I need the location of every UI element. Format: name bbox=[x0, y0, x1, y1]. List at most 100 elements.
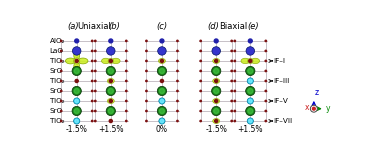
Circle shape bbox=[215, 79, 218, 82]
Circle shape bbox=[91, 40, 94, 42]
Circle shape bbox=[72, 106, 81, 116]
Circle shape bbox=[109, 100, 112, 102]
Circle shape bbox=[230, 100, 233, 102]
Ellipse shape bbox=[107, 78, 114, 84]
Circle shape bbox=[91, 100, 94, 102]
Text: LaO: LaO bbox=[50, 48, 64, 54]
Circle shape bbox=[160, 99, 164, 103]
Circle shape bbox=[246, 47, 254, 55]
Circle shape bbox=[60, 80, 63, 82]
Circle shape bbox=[233, 90, 236, 92]
Circle shape bbox=[75, 59, 79, 63]
Circle shape bbox=[107, 47, 115, 55]
Circle shape bbox=[145, 120, 148, 122]
Circle shape bbox=[157, 86, 167, 96]
Circle shape bbox=[249, 119, 252, 123]
Circle shape bbox=[125, 60, 128, 62]
Circle shape bbox=[230, 70, 233, 72]
Circle shape bbox=[109, 120, 112, 123]
Circle shape bbox=[161, 60, 163, 62]
Circle shape bbox=[264, 110, 267, 112]
Circle shape bbox=[264, 50, 267, 52]
Circle shape bbox=[233, 50, 236, 52]
Ellipse shape bbox=[213, 98, 220, 104]
Circle shape bbox=[248, 39, 252, 43]
Text: +1.5%: +1.5% bbox=[237, 125, 263, 134]
Circle shape bbox=[145, 90, 148, 92]
Circle shape bbox=[233, 40, 236, 42]
Circle shape bbox=[74, 118, 80, 124]
Ellipse shape bbox=[107, 98, 114, 104]
Circle shape bbox=[60, 100, 63, 102]
Circle shape bbox=[313, 107, 315, 110]
Circle shape bbox=[248, 89, 253, 93]
Circle shape bbox=[159, 98, 165, 104]
Circle shape bbox=[215, 59, 218, 62]
Circle shape bbox=[214, 39, 218, 43]
Circle shape bbox=[199, 70, 202, 72]
Circle shape bbox=[145, 80, 148, 82]
Text: TiO₂: TiO₂ bbox=[50, 98, 64, 104]
Circle shape bbox=[199, 120, 202, 122]
Circle shape bbox=[212, 106, 221, 116]
Circle shape bbox=[246, 86, 255, 96]
Circle shape bbox=[145, 100, 148, 102]
Circle shape bbox=[75, 59, 78, 62]
Ellipse shape bbox=[74, 51, 80, 60]
Circle shape bbox=[176, 40, 179, 42]
Circle shape bbox=[74, 68, 79, 73]
Circle shape bbox=[160, 89, 164, 93]
Circle shape bbox=[264, 90, 267, 92]
Circle shape bbox=[60, 110, 63, 112]
Circle shape bbox=[125, 120, 128, 122]
Circle shape bbox=[176, 50, 179, 52]
Circle shape bbox=[230, 50, 233, 52]
Circle shape bbox=[60, 90, 63, 92]
Ellipse shape bbox=[241, 58, 249, 64]
Circle shape bbox=[60, 120, 63, 122]
Circle shape bbox=[215, 80, 218, 82]
Circle shape bbox=[248, 68, 253, 73]
Circle shape bbox=[94, 80, 97, 82]
Circle shape bbox=[233, 100, 236, 102]
Ellipse shape bbox=[213, 78, 220, 84]
Circle shape bbox=[249, 59, 252, 62]
Circle shape bbox=[199, 90, 202, 92]
Circle shape bbox=[94, 60, 97, 62]
Circle shape bbox=[125, 70, 128, 72]
Text: SrO: SrO bbox=[50, 68, 63, 74]
Circle shape bbox=[230, 90, 233, 92]
Circle shape bbox=[212, 66, 221, 76]
Circle shape bbox=[199, 110, 202, 112]
Circle shape bbox=[145, 60, 148, 62]
Circle shape bbox=[74, 89, 79, 93]
Circle shape bbox=[60, 40, 63, 42]
Circle shape bbox=[74, 108, 79, 114]
Circle shape bbox=[214, 68, 219, 73]
Text: TiO₂: TiO₂ bbox=[50, 58, 64, 64]
Circle shape bbox=[176, 100, 179, 102]
Ellipse shape bbox=[78, 58, 88, 64]
Circle shape bbox=[73, 47, 81, 55]
Circle shape bbox=[246, 106, 255, 116]
Circle shape bbox=[75, 79, 78, 82]
Circle shape bbox=[199, 100, 202, 102]
Circle shape bbox=[160, 79, 164, 82]
Circle shape bbox=[310, 105, 318, 112]
Circle shape bbox=[75, 119, 78, 123]
Circle shape bbox=[160, 68, 164, 73]
Circle shape bbox=[176, 70, 179, 72]
Circle shape bbox=[176, 60, 179, 62]
Circle shape bbox=[60, 50, 63, 52]
Circle shape bbox=[145, 50, 148, 52]
Text: IF–III: IF–III bbox=[274, 78, 290, 84]
Circle shape bbox=[91, 50, 94, 52]
Circle shape bbox=[91, 90, 94, 92]
Circle shape bbox=[214, 89, 219, 93]
Circle shape bbox=[233, 80, 236, 82]
Ellipse shape bbox=[112, 58, 120, 64]
Circle shape bbox=[91, 70, 94, 72]
Ellipse shape bbox=[213, 119, 220, 124]
Circle shape bbox=[75, 39, 79, 43]
Circle shape bbox=[160, 39, 164, 43]
